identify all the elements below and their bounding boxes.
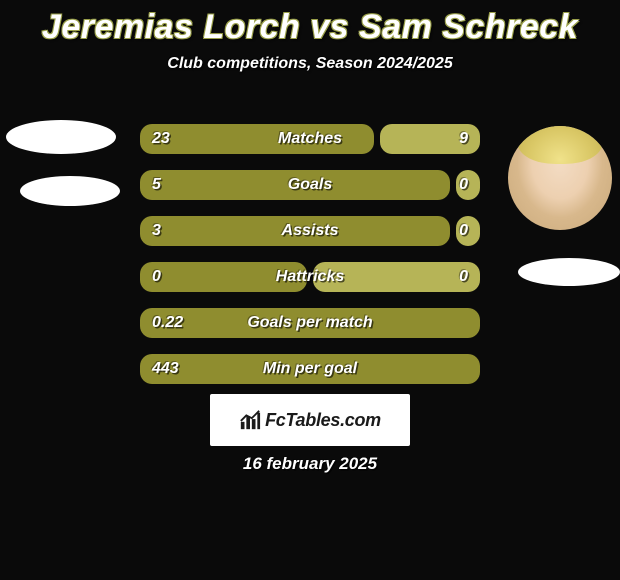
stat-row: 3 0 Assists	[140, 216, 480, 246]
comparison-bars: 23 9 Matches 5 0 Goals 3 0 Assists 0 0 Hattricks 0.2…	[140, 124, 480, 400]
stat-row: 23 9 Matches	[140, 124, 480, 154]
value-right: 9	[459, 124, 468, 154]
chart-icon	[239, 409, 261, 431]
value-right: 0	[459, 216, 468, 246]
player-right-avatar	[508, 126, 612, 230]
value-right: 0	[459, 262, 468, 292]
value-left: 5	[152, 170, 161, 200]
value-left: 443	[152, 354, 179, 384]
decor-ellipse	[6, 120, 116, 154]
decor-ellipse	[20, 176, 120, 206]
value-left: 0.22	[152, 308, 183, 338]
stat-label: Matches	[278, 124, 342, 154]
subtitle: Club competitions, Season 2024/2025	[0, 55, 620, 73]
stat-row: 443 Min per goal	[140, 354, 480, 384]
value-left: 23	[152, 124, 170, 154]
value-left: 0	[152, 262, 161, 292]
stat-row: 0.22 Goals per match	[140, 308, 480, 338]
fctables-logo: FcTables.com	[210, 394, 410, 446]
date-text: 16 february 2025	[0, 454, 620, 474]
page-title: Jeremias Lorch vs Sam Schreck	[0, 0, 620, 47]
value-left: 3	[152, 216, 161, 246]
stat-row: 0 0 Hattricks	[140, 262, 480, 292]
stat-label: Goals	[288, 170, 332, 200]
decor-ellipse	[518, 258, 620, 286]
stat-label: Hattricks	[276, 262, 344, 292]
value-right: 0	[459, 170, 468, 200]
stat-label: Assists	[282, 216, 339, 246]
logo-text: FcTables.com	[265, 410, 381, 431]
stat-row: 5 0 Goals	[140, 170, 480, 200]
stat-label: Min per goal	[263, 354, 357, 384]
stat-label: Goals per match	[247, 308, 372, 338]
